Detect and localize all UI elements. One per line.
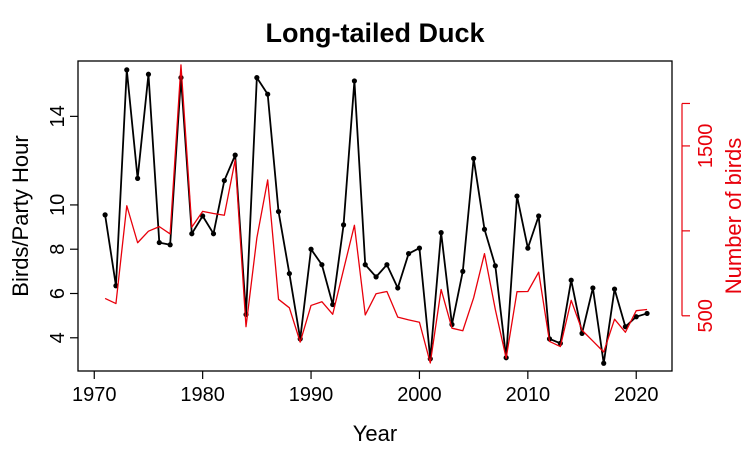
y-tick-label: 10: [47, 194, 69, 216]
chart-marks: 1970 1980 1990 2000 2010 2020 4 6 8 10 14 500 1500: [47, 64, 717, 406]
x-axis-title: Year: [353, 421, 397, 446]
data-point: [308, 246, 314, 252]
data-point: [135, 175, 141, 181]
data-point: [167, 242, 173, 248]
data-point: [395, 285, 401, 291]
x-tick-label: 1990: [289, 384, 334, 406]
data-point: [319, 262, 325, 268]
data-point: [438, 230, 444, 236]
y-tick-label: 4: [47, 332, 69, 343]
x-tick-label: 2020: [614, 384, 659, 406]
data-point: [200, 213, 206, 219]
data-point: [362, 262, 368, 268]
series-line-birds-per-party-hour: [104, 68, 648, 365]
data-point: [275, 208, 282, 215]
y2-tick-label: 1500: [695, 124, 717, 169]
data-point: [384, 262, 390, 268]
chart-title: Long-tailed Duck: [265, 18, 485, 48]
data-point: [189, 231, 195, 237]
data-point: [265, 91, 271, 97]
data-point: [102, 212, 108, 218]
y-tick-label: 14: [47, 105, 69, 127]
plot-frame: [77, 60, 673, 372]
data-point: [481, 226, 488, 232]
data-point: [406, 251, 412, 257]
y-axis-title: Birds/Party Hour: [8, 135, 33, 296]
data-point: [210, 231, 217, 237]
data-point: [232, 152, 238, 158]
data-point: [416, 245, 423, 251]
data-point: [611, 286, 618, 292]
data-point: [633, 314, 639, 320]
data-point: [330, 301, 336, 308]
data-point: [145, 71, 152, 77]
x-tick-label: 1980: [180, 384, 225, 406]
data-point: [340, 222, 347, 228]
x-tick-label: 2010: [506, 384, 551, 406]
data-point: [460, 268, 466, 274]
series-line-number-of-birds: [104, 64, 648, 364]
x-tick-label: 1970: [72, 384, 117, 406]
data-point: [221, 177, 227, 184]
y2-axis-title: Number of birds: [721, 138, 746, 295]
data-point: [568, 277, 574, 283]
y-tick-label: 8: [47, 244, 69, 255]
y2-tick-label: 500: [695, 299, 717, 332]
data-point: [254, 75, 260, 81]
data-point: [492, 263, 498, 269]
data-point: [622, 324, 628, 330]
y-tick-label: 6: [47, 288, 69, 299]
data-point: [351, 78, 358, 84]
data-point: [601, 360, 607, 366]
data-point: [286, 270, 292, 277]
data-point: [124, 67, 130, 73]
data-point: [156, 239, 162, 246]
data-point: [590, 285, 596, 291]
x-tick-label: 2000: [397, 384, 442, 406]
data-point: [178, 75, 184, 81]
data-point: [536, 213, 542, 219]
data-point: [471, 155, 477, 162]
data-point: [525, 245, 531, 251]
data-point: [514, 193, 520, 199]
data-point: [644, 310, 650, 317]
data-point: [373, 274, 379, 280]
